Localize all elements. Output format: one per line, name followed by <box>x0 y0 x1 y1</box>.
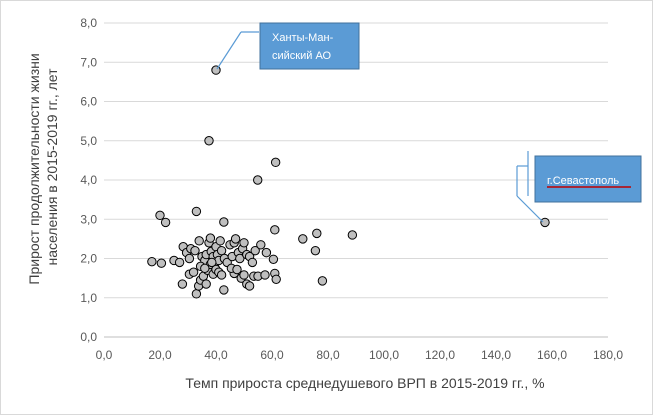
scatter-point <box>540 217 550 228</box>
x-axis-title: Темп прироста среднедушевого ВРП в 2015-… <box>185 375 544 391</box>
callout-sevastopol: г.Севастополь <box>516 151 642 223</box>
y-axis-title-line1: Прирост продолжительности жизни <box>26 53 42 284</box>
callout-khanty-mansi: Ханты-Ман- сийский АО <box>216 22 360 70</box>
scatter-point <box>347 230 358 240</box>
scatter-point <box>310 245 321 256</box>
scatter-point <box>201 279 211 289</box>
scatter-point <box>268 254 279 264</box>
x-tick-label: 140,0 <box>481 348 511 362</box>
y-tick-label: 8,0 <box>80 16 97 30</box>
scatter-point <box>239 270 249 280</box>
scatter-point <box>230 234 241 244</box>
scatter-point <box>250 245 260 256</box>
y-axis-title-line2: населения в 2015-2019 гг., лет <box>44 68 60 266</box>
y-tick-label: 3,0 <box>80 212 97 226</box>
x-tick-label: 180,0 <box>593 348 623 362</box>
scatter-point <box>147 256 157 267</box>
y-tick-label: 0,0 <box>80 330 97 344</box>
scatter-point <box>191 289 202 299</box>
scatter-point <box>216 245 227 256</box>
scatter-point <box>156 258 167 268</box>
scatter-point <box>205 233 216 243</box>
y-axis-title: Прирост продолжительности жизни населени… <box>26 49 60 284</box>
callout-box <box>259 22 360 70</box>
scatter-point <box>191 206 202 217</box>
scatter-point <box>200 263 210 274</box>
x-tick-label: 0,0 <box>96 348 113 362</box>
scatter-point <box>207 257 217 268</box>
scatter-point <box>160 217 171 228</box>
scatter-point <box>253 175 263 185</box>
scatter-point <box>204 136 214 146</box>
x-tick-label: 160,0 <box>537 348 567 362</box>
y-tick-label: 6,0 <box>80 95 97 109</box>
scatter-point <box>298 234 308 244</box>
scatter-point <box>188 267 199 277</box>
scatter-point <box>194 236 204 246</box>
scatter-point <box>261 247 272 258</box>
y-tick-label: 1,0 <box>80 291 97 305</box>
tick-layer: 0,0 1,0 2,0 3,0 4,0 5,0 6,0 7,0 8,0 0,0 20,0 40,0 60… <box>80 16 623 362</box>
x-tick-label: 80,0 <box>316 348 340 362</box>
x-tick-label: 120,0 <box>425 348 455 362</box>
scatter-point <box>312 228 322 239</box>
x-tick-label: 40,0 <box>204 348 228 362</box>
point-layer <box>147 65 550 299</box>
y-tick-label: 7,0 <box>80 55 97 69</box>
scatter-point <box>219 285 229 295</box>
scatter-point <box>247 257 258 268</box>
y-tick-label: 5,0 <box>80 134 97 148</box>
scatter-point <box>216 270 227 280</box>
callout-leader-line <box>516 195 544 223</box>
scatter-point <box>244 281 255 291</box>
scatter-point <box>211 65 221 75</box>
scatter-point <box>235 253 245 264</box>
y-tick-label: 4,0 <box>80 173 97 187</box>
callout-label-line2: сийский АО <box>272 50 332 62</box>
scatter-point <box>215 236 225 246</box>
grid-layer <box>104 22 608 338</box>
callout-label: г.Севастополь <box>547 175 619 187</box>
scatter-point <box>239 238 249 248</box>
callout-box <box>534 155 642 203</box>
scatter-point <box>155 210 165 221</box>
scatter-point <box>270 157 281 168</box>
scatter-point <box>232 264 242 275</box>
scatter-point <box>317 276 328 286</box>
scatter-point <box>190 245 200 256</box>
callout-label-line1: Ханты-Ман- <box>272 32 334 44</box>
scatter-point <box>271 274 281 285</box>
scatter-point <box>260 270 270 280</box>
scatter-point <box>177 279 188 289</box>
scatter-point <box>219 217 229 227</box>
y-tick-label: 2,0 <box>80 252 97 266</box>
scatter-point <box>256 240 266 250</box>
callout-leader-line <box>216 31 242 70</box>
scatter-point <box>174 257 185 268</box>
x-tick-label: 60,0 <box>260 348 284 362</box>
x-tick-label: 20,0 <box>148 348 172 362</box>
scatter-point <box>270 225 280 235</box>
scatter-point <box>184 253 195 264</box>
x-tick-label: 100,0 <box>369 348 399 362</box>
